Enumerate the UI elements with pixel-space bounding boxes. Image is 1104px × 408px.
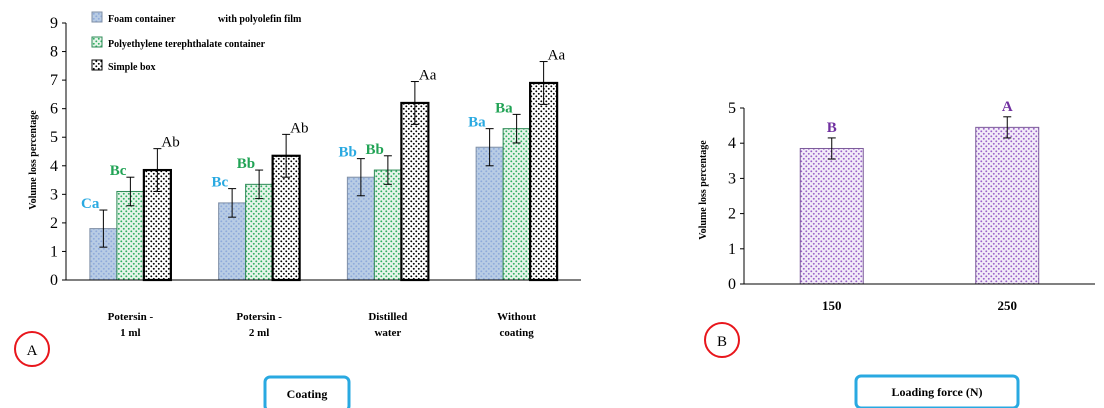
y-tick-label: 1 bbox=[728, 241, 736, 258]
y-tick-label: 8 bbox=[50, 44, 58, 61]
legend-label-3: Simple box bbox=[108, 62, 156, 73]
chart-a-bars bbox=[89, 81, 559, 282]
legend-swatch-1 bbox=[91, 11, 103, 23]
x-tick-label: 250 bbox=[998, 298, 1018, 313]
chart-b-y-ticks: 0 1 2 3 4 5 bbox=[728, 100, 744, 293]
y-tick-label: 2 bbox=[728, 206, 736, 223]
chart-a-legend: Foam container with polyolefin film Polyet… bbox=[91, 11, 302, 73]
chart-a-significance-labels: Ca Bc Ab Bc Bb Ab Bb Bb Aa Ba Ba Aa bbox=[81, 48, 565, 212]
y-tick-label: 7 bbox=[50, 72, 58, 89]
chart-a-y-ticks: 0 1 2 3 4 5 6 7 8 9 bbox=[50, 15, 66, 289]
chart-b-bars bbox=[799, 126, 1040, 285]
significance-label: Ba bbox=[468, 115, 486, 131]
x-tick-label: 2 ml bbox=[249, 327, 269, 339]
legend-label-1: Foam container bbox=[108, 14, 176, 25]
panel-a-circle bbox=[14, 331, 50, 367]
legend-label-2: Polyethylene terephthalate container bbox=[108, 39, 266, 50]
chart-b-y-axis-label: Volume loss percentage bbox=[698, 140, 709, 240]
y-tick-label: 5 bbox=[50, 129, 58, 146]
chart-b-error-bars bbox=[827, 116, 1012, 160]
y-tick-label: 3 bbox=[728, 170, 736, 187]
y-tick-label: 9 bbox=[50, 15, 58, 32]
significance-label: A bbox=[1002, 99, 1013, 115]
significance-label: Ab bbox=[290, 120, 308, 136]
panel-b-circle bbox=[704, 322, 740, 358]
chart-a-error-bars bbox=[99, 61, 548, 248]
chart-a-y-axis-label: Volume loss percentage bbox=[28, 110, 39, 210]
bar-1-2 bbox=[975, 126, 1040, 285]
significance-label: Ba bbox=[495, 100, 513, 116]
panel-a-letter: A bbox=[27, 343, 38, 359]
significance-label: Bb bbox=[366, 142, 384, 158]
x-tick-label: Distilled bbox=[368, 311, 407, 323]
significance-label: Aa bbox=[548, 48, 566, 64]
significance-label: Aa bbox=[419, 68, 437, 84]
bar-2-4 bbox=[502, 128, 531, 281]
chart-b-x-axis-label: Loading force (N) bbox=[891, 385, 982, 399]
significance-label: Ab bbox=[161, 135, 179, 151]
panel-b-letter: B bbox=[717, 334, 727, 350]
legend-label-suffix: with polyolefin film bbox=[218, 14, 302, 25]
x-tick-label: Potersin - bbox=[236, 311, 282, 323]
significance-label: Bc bbox=[110, 163, 127, 179]
chart-a: Ca Bc Ab Bc Bb Ab Bb Bb Aa Ba Ba Aa 0 1 2 3 4 5 6 7 8 9 Pote… bbox=[14, 11, 581, 408]
chart-a-x-axis-label: Coating bbox=[287, 387, 328, 401]
significance-label: Bc bbox=[211, 175, 228, 191]
significance-label: Bb bbox=[339, 145, 357, 161]
chart-b-x-axis-label-box: Loading force (N) bbox=[854, 374, 1020, 408]
chart-b-x-axis-label-frame bbox=[854, 374, 1020, 408]
bar-1-4 bbox=[475, 146, 504, 281]
significance-label: Ca bbox=[81, 196, 100, 212]
bar-1-1 bbox=[799, 147, 864, 285]
y-tick-label: 4 bbox=[728, 135, 736, 152]
bar-3-3 bbox=[400, 101, 430, 282]
chart-a-x-axis-label-box: Coating bbox=[263, 375, 351, 408]
x-tick-label: coating bbox=[500, 327, 535, 339]
chart-a-panel-label: A bbox=[14, 331, 50, 367]
y-tick-label: 0 bbox=[50, 272, 58, 289]
chart-b-panel-label: B bbox=[704, 322, 740, 358]
legend-swatch-3 bbox=[91, 59, 103, 71]
chart-b-significance-labels: BA bbox=[827, 99, 1013, 136]
bar-3-4 bbox=[529, 81, 559, 282]
chart-a-x-axis-label-frame bbox=[263, 375, 351, 408]
bar-2-3 bbox=[373, 169, 402, 281]
y-tick-label: 5 bbox=[728, 100, 736, 117]
legend-swatch-2 bbox=[91, 36, 103, 48]
significance-label: Bb bbox=[237, 156, 255, 172]
x-tick-label: water bbox=[374, 327, 401, 339]
y-tick-label: 0 bbox=[728, 276, 736, 293]
significance-label: B bbox=[827, 120, 837, 136]
chart-b-x-tick-labels: 150 250 bbox=[822, 298, 1017, 313]
x-tick-label: 150 bbox=[822, 298, 842, 313]
chart-a-x-tick-labels: Potersin - 1 ml Potersin - 2 ml Distilled wat… bbox=[108, 311, 537, 339]
y-tick-label: 1 bbox=[50, 243, 58, 260]
x-tick-label: Without bbox=[497, 311, 536, 323]
x-tick-label: 1 ml bbox=[120, 327, 140, 339]
y-tick-label: 3 bbox=[50, 186, 58, 203]
y-tick-label: 4 bbox=[50, 158, 58, 175]
x-tick-label: Potersin - bbox=[108, 311, 154, 323]
y-tick-label: 6 bbox=[50, 101, 58, 118]
y-tick-label: 2 bbox=[50, 215, 58, 232]
